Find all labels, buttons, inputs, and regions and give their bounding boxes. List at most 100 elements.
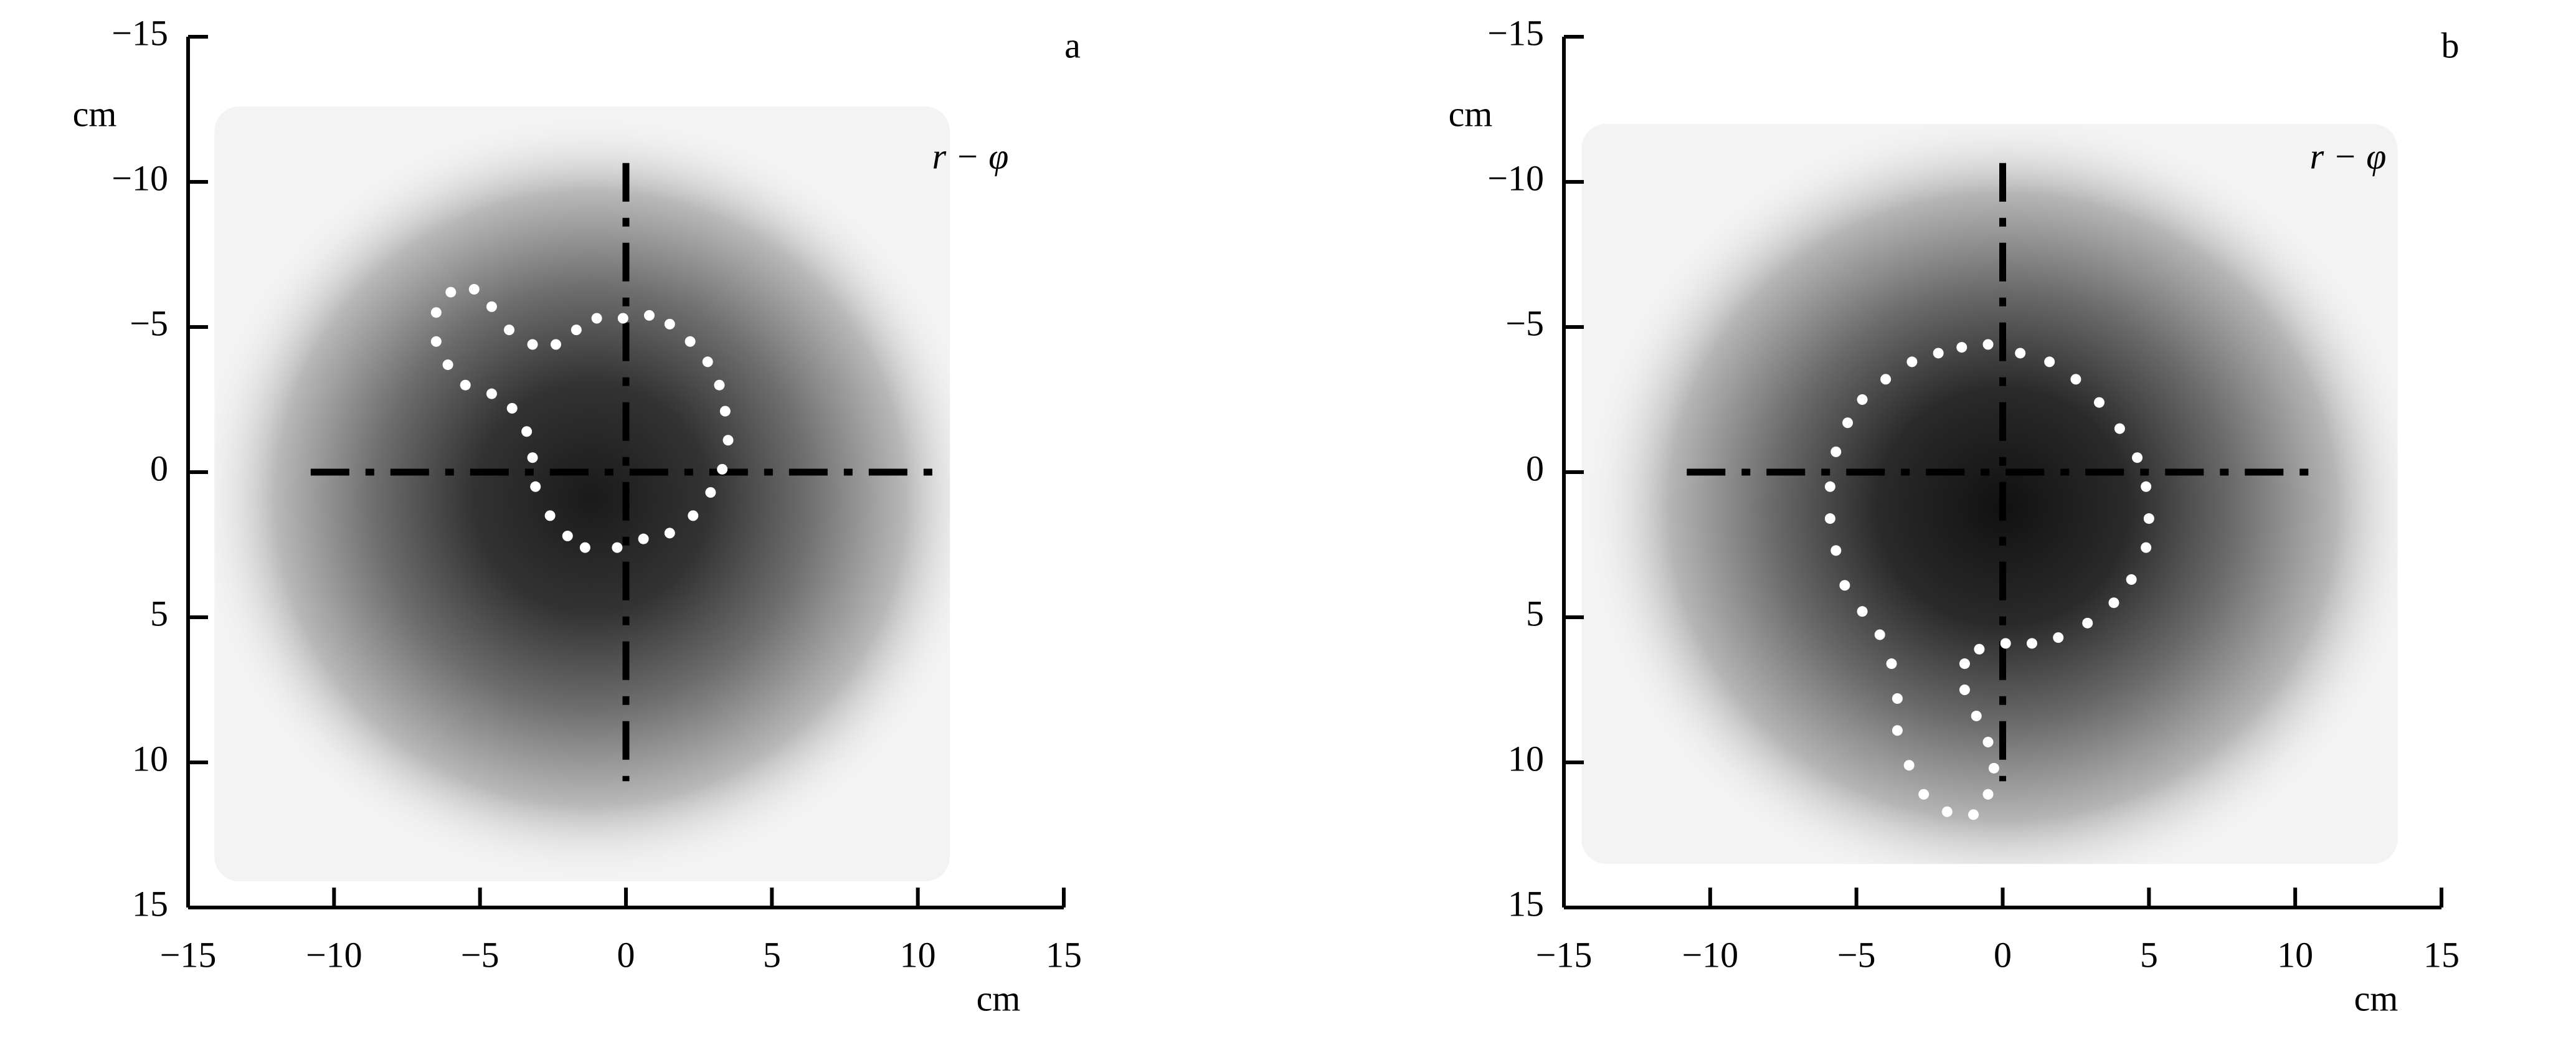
contour-dot	[1892, 725, 1903, 736]
contour-dot	[1982, 339, 1994, 350]
contour-dot	[1982, 736, 1994, 747]
contour-dot	[1857, 394, 1868, 405]
contour-dot	[688, 510, 699, 521]
x-tick-label: −5	[1837, 934, 1876, 975]
contour-dot	[1830, 446, 1842, 457]
y-tick-label: 10	[132, 738, 168, 779]
contour-dot	[722, 435, 734, 446]
contour-dot	[1959, 685, 1970, 695]
contour-dot	[664, 528, 675, 539]
contour-dot	[1974, 643, 1985, 655]
y-tick-label: 15	[132, 883, 168, 924]
contour-dot	[544, 510, 556, 521]
y-tick-label: −15	[1487, 12, 1544, 53]
annotation: r − φ	[932, 136, 1009, 176]
contour-dot	[527, 452, 538, 463]
contour-dot	[460, 379, 471, 391]
contour-dot	[705, 487, 716, 498]
y-tick-label: 5	[1526, 593, 1544, 633]
contour-dot	[486, 388, 497, 399]
contour-dot	[591, 313, 602, 324]
contour-dot	[2143, 513, 2154, 524]
y-tick-label: 0	[150, 448, 168, 488]
y-axis-label: cm	[1449, 93, 1493, 134]
x-tick-label: −5	[461, 934, 500, 975]
x-tick-label: 5	[763, 934, 781, 975]
x-tick-label: −15	[160, 934, 217, 975]
y-tick-label: −5	[1505, 303, 1544, 343]
x-tick-label: −10	[306, 934, 362, 975]
x-tick-label: 10	[900, 934, 936, 975]
contour-dot	[430, 307, 442, 318]
x-tick-label: −15	[1536, 934, 1593, 975]
contour-dot	[468, 283, 480, 295]
contour-dot	[486, 301, 497, 312]
contour-dot	[579, 542, 590, 553]
y-tick-label: 5	[150, 593, 168, 633]
contour-dot	[1959, 658, 1970, 670]
contour-dot	[551, 339, 562, 350]
x-tick-label: 0	[1994, 934, 2012, 975]
contour-dot	[638, 533, 649, 544]
contour-dot	[430, 336, 442, 347]
contour-dot	[2015, 348, 2026, 359]
x-axis-label: cm	[977, 978, 1021, 1018]
contour-dot	[445, 287, 457, 298]
x-tick-label: −10	[1682, 934, 1738, 975]
contour-dot	[2000, 638, 2011, 649]
contour-dot	[2126, 574, 2137, 585]
x-tick-label: 10	[2277, 934, 2313, 975]
contour-dot	[1918, 789, 1930, 800]
contour-dot	[664, 318, 675, 329]
y-axis-label: cm	[73, 93, 117, 134]
contour-dot	[1956, 342, 1968, 353]
y-tick-label: −15	[111, 12, 168, 53]
contour-dot	[1968, 809, 1979, 820]
panel-label: a	[1064, 25, 1081, 65]
y-tick-label: 10	[1508, 738, 1544, 779]
contour-dot	[530, 481, 541, 492]
x-tick-label: 15	[1046, 934, 1082, 975]
contour-dot	[442, 359, 453, 371]
contour-dot	[2070, 374, 2081, 385]
contour-dot	[1903, 760, 1915, 771]
contour-dot	[1971, 710, 1982, 721]
x-axis-label: cm	[2354, 978, 2398, 1018]
panel: −15 −10 −5 0 5 10 15 −15 −10 −5 0 5 10 15 cm cm b r − φ	[1449, 12, 2460, 1018]
contour-dot	[1906, 356, 1918, 367]
contour-dot	[2026, 638, 2037, 649]
contour-dot	[714, 379, 725, 391]
contour-dot	[1824, 513, 1835, 524]
x-tick-label: 5	[2140, 934, 2158, 975]
contour-dot	[571, 325, 582, 336]
contour-dot	[1886, 658, 1897, 670]
density-blob	[214, 115, 950, 882]
contour-dot	[562, 531, 573, 542]
contour-dot	[521, 426, 533, 437]
contour-dot	[1933, 348, 1944, 359]
contour-dot	[1839, 580, 1850, 591]
contour-dot	[504, 325, 515, 336]
contour-dot	[506, 402, 518, 414]
contour-dot	[2114, 423, 2125, 434]
contour-dot	[717, 463, 728, 475]
contour-dot	[1842, 417, 1854, 429]
contour-dot	[2141, 481, 2152, 492]
y-tick-label: 0	[1526, 448, 1544, 488]
contour-dot	[2141, 542, 2152, 553]
contour-dot	[612, 542, 623, 553]
contour-dot	[2044, 356, 2055, 367]
contour-dot	[643, 310, 655, 321]
contour-dot	[617, 313, 628, 324]
contour-dot	[684, 336, 696, 347]
contour-dot	[1988, 762, 1999, 774]
y-tick-label: 15	[1508, 883, 1544, 924]
y-tick-label: −5	[130, 303, 168, 343]
contour-dot	[2093, 397, 2105, 408]
contour-dot	[1830, 545, 1842, 556]
contour-dot	[1857, 606, 1868, 617]
contour-dot	[1892, 693, 1903, 704]
x-tick-label: 0	[617, 934, 635, 975]
contour-dot	[1880, 374, 1892, 385]
